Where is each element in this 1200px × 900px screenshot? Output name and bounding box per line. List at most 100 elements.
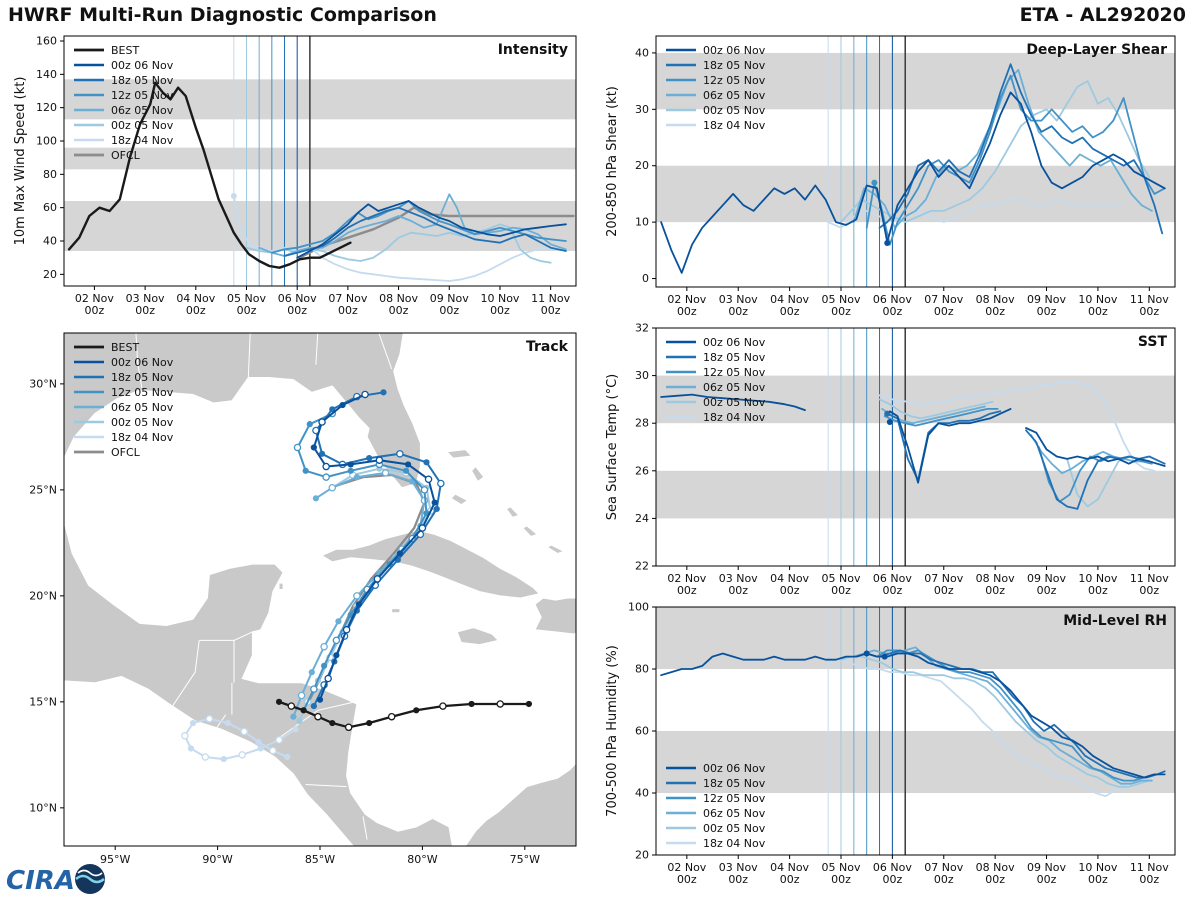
- svg-text:90°W: 90°W: [202, 853, 232, 866]
- svg-text:00z: 00z: [985, 873, 1005, 886]
- cira-logo: CIRA: [6, 864, 105, 896]
- track-axes: 95°W 90°W 85°W 80°W 75°W 10°N 15°N 20°N 25°N 30°N: [29, 377, 540, 866]
- svg-text:03 Nov: 03 Nov: [126, 292, 165, 305]
- svg-text:10°N: 10°N: [29, 801, 57, 814]
- svg-text:75°W: 75°W: [510, 853, 540, 866]
- svg-text:00z: 00z: [1088, 873, 1108, 886]
- svg-text:07 Nov: 07 Nov: [924, 861, 963, 874]
- svg-text:00z: 00z: [882, 873, 902, 886]
- svg-text:00z: 00z: [882, 584, 902, 597]
- svg-text:00z: 00z: [1139, 305, 1159, 318]
- svg-text:00z: 00z: [1088, 305, 1108, 318]
- svg-text:00z: 00z: [541, 304, 561, 317]
- sst-plot-area: [656, 328, 1175, 566]
- svg-text:09 Nov: 09 Nov: [430, 292, 469, 305]
- svg-text:00z: 00z: [831, 873, 851, 886]
- svg-text:04 Nov: 04 Nov: [770, 572, 809, 585]
- svg-text:120: 120: [36, 101, 57, 114]
- svg-text:06 Nov: 06 Nov: [873, 293, 912, 306]
- svg-text:18z 04 Nov: 18z 04 Nov: [703, 837, 766, 850]
- rh-title: Mid-Level RH: [1063, 613, 1167, 629]
- svg-text:00z 06 Nov: 00z 06 Nov: [703, 762, 766, 775]
- svg-text:BEST: BEST: [111, 44, 139, 57]
- rh-plot-area: [656, 607, 1175, 855]
- svg-text:00z: 00z: [985, 305, 1005, 318]
- storm-id: ETA - AL292020: [1019, 4, 1186, 26]
- svg-text:OFCL: OFCL: [111, 446, 141, 459]
- svg-text:20: 20: [43, 268, 57, 281]
- sst-title: SST: [1138, 334, 1168, 350]
- svg-text:07 Nov: 07 Nov: [924, 572, 963, 585]
- svg-text:30: 30: [635, 103, 649, 116]
- svg-text:12z 05 Nov: 12z 05 Nov: [111, 89, 174, 102]
- svg-text:BEST: BEST: [111, 341, 139, 354]
- svg-text:00z: 00z: [1139, 584, 1159, 597]
- sst-ylabel: Sea Surface Temp (°C): [605, 374, 620, 521]
- svg-text:00z: 00z: [1037, 584, 1057, 597]
- svg-text:22: 22: [635, 560, 649, 573]
- svg-text:80: 80: [635, 663, 649, 676]
- svg-text:00z: 00z: [677, 873, 697, 886]
- svg-text:28: 28: [635, 417, 649, 430]
- svg-text:20: 20: [635, 159, 649, 172]
- svg-text:00z: 00z: [677, 584, 697, 597]
- svg-text:00z 05 Nov: 00z 05 Nov: [111, 119, 174, 132]
- svg-text:04 Nov: 04 Nov: [176, 292, 215, 305]
- svg-text:06z 05 Nov: 06z 05 Nov: [703, 89, 766, 102]
- svg-text:12z 05 Nov: 12z 05 Nov: [703, 792, 766, 805]
- svg-text:09 Nov: 09 Nov: [1027, 293, 1066, 306]
- svg-text:11 Nov: 11 Nov: [1130, 293, 1169, 306]
- svg-text:00z: 00z: [677, 305, 697, 318]
- svg-text:00z: 00z: [780, 584, 800, 597]
- svg-text:30: 30: [635, 369, 649, 382]
- svg-text:10 Nov: 10 Nov: [1078, 572, 1117, 585]
- svg-text:12z 05 Nov: 12z 05 Nov: [703, 74, 766, 87]
- svg-text:32: 32: [635, 322, 649, 335]
- svg-text:00z: 00z: [85, 304, 105, 317]
- svg-text:85°W: 85°W: [305, 853, 335, 866]
- svg-text:100: 100: [36, 135, 57, 148]
- svg-text:00z 05 Nov: 00z 05 Nov: [111, 416, 174, 429]
- shear-plot-area: [656, 36, 1175, 287]
- svg-text:08 Nov: 08 Nov: [976, 861, 1015, 874]
- svg-text:40: 40: [635, 46, 649, 59]
- svg-text:10: 10: [635, 216, 649, 229]
- svg-text:06z 05 Nov: 06z 05 Nov: [703, 381, 766, 394]
- svg-text:24: 24: [635, 512, 649, 525]
- svg-text:18z 04 Nov: 18z 04 Nov: [111, 134, 174, 147]
- svg-text:00z: 00z: [882, 305, 902, 318]
- svg-text:00z: 00z: [780, 873, 800, 886]
- svg-text:07 Nov: 07 Nov: [328, 292, 367, 305]
- svg-text:00z 06 Nov: 00z 06 Nov: [703, 336, 766, 349]
- track-title: Track: [526, 339, 569, 355]
- svg-text:18z 04 Nov: 18z 04 Nov: [703, 119, 766, 132]
- svg-text:09 Nov: 09 Nov: [1027, 572, 1066, 585]
- cira-wave2-icon: [77, 869, 103, 877]
- shear-legend: 00z 06 Nov 18z 05 Nov 12z 05 Nov 06z 05 Nov…: [666, 44, 766, 132]
- svg-text:95°W: 95°W: [100, 853, 130, 866]
- svg-text:02 Nov: 02 Nov: [667, 572, 706, 585]
- svg-text:12z 05 Nov: 12z 05 Nov: [111, 386, 174, 399]
- svg-text:00z 05 Nov: 00z 05 Nov: [703, 104, 766, 117]
- svg-text:00z: 00z: [1037, 305, 1057, 318]
- svg-text:60: 60: [43, 201, 57, 214]
- svg-text:03 Nov: 03 Nov: [719, 861, 758, 874]
- intensity-title: Intensity: [498, 42, 568, 58]
- intensity-legend: BEST 00z 06 Nov 18z 05 Nov 12z 05 Nov 06z 05…: [74, 44, 174, 162]
- svg-text:00z: 00z: [135, 304, 155, 317]
- svg-text:18z 05 Nov: 18z 05 Nov: [703, 777, 766, 790]
- svg-text:00z 05 Nov: 00z 05 Nov: [703, 822, 766, 835]
- svg-text:00z: 00z: [728, 873, 748, 886]
- svg-text:03 Nov: 03 Nov: [719, 293, 758, 306]
- svg-text:00z: 00z: [728, 584, 748, 597]
- svg-text:02 Nov: 02 Nov: [75, 292, 114, 305]
- svg-text:09 Nov: 09 Nov: [1027, 861, 1066, 874]
- svg-text:03 Nov: 03 Nov: [719, 572, 758, 585]
- track-map-area: [64, 333, 576, 846]
